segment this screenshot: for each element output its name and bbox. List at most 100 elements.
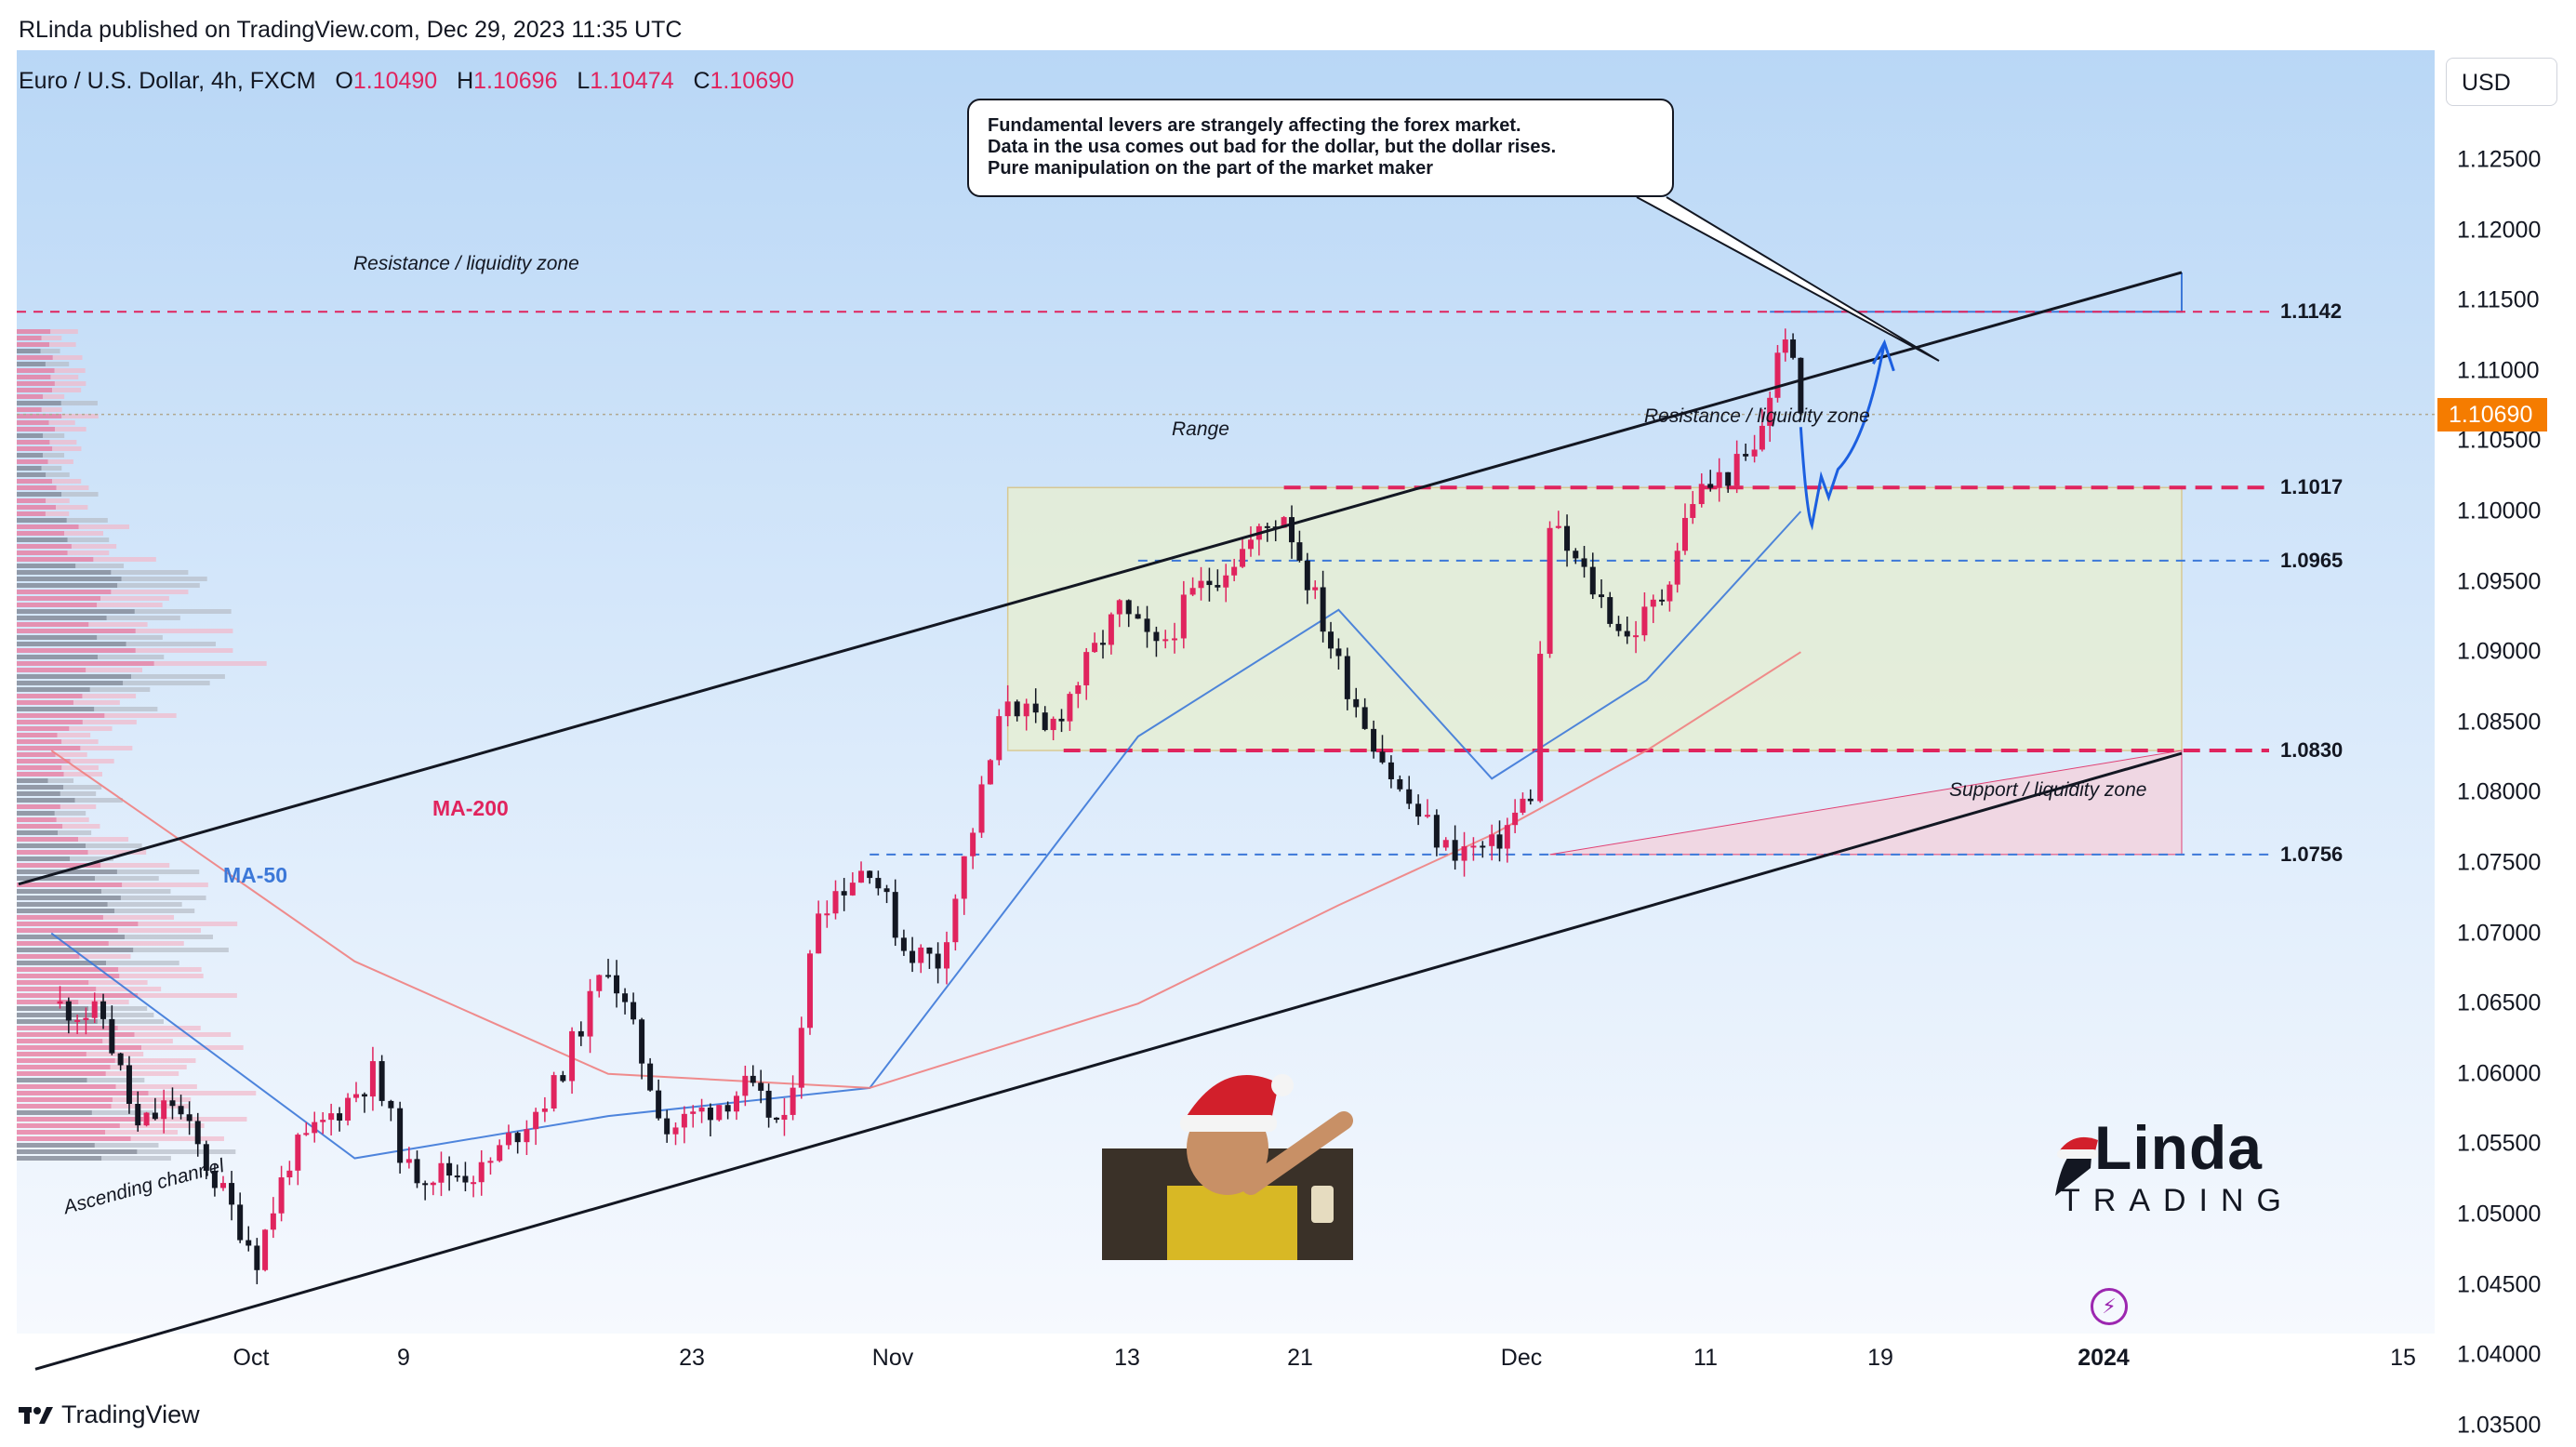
candle-body <box>987 760 993 785</box>
time-axis[interactable]: Oct 9 23 Nov 13 21 Dec 11 19 2024 15 <box>17 1334 2435 1382</box>
close-label: C <box>693 68 710 94</box>
symbol-legend[interactable]: Euro / U.S. Dollar, 4h, FXCM O1.10490 H1… <box>19 68 794 95</box>
volume-profile-bar <box>17 661 154 666</box>
candle-body <box>65 1001 72 1021</box>
candle-body <box>1023 703 1029 717</box>
volume-profile-bar <box>17 459 48 464</box>
volume-profile-bar <box>117 1026 201 1030</box>
candle-body <box>369 1061 376 1097</box>
support-label: Support / liquidity zone <box>1949 779 2147 801</box>
tradingview-logo-icon <box>19 1406 53 1424</box>
candle-body <box>414 1159 420 1184</box>
volume-profile-bar <box>115 1084 197 1089</box>
x-tick-label: 11 <box>1693 1345 1718 1371</box>
volume-profile-bar <box>17 772 64 777</box>
volume-profile-bar <box>104 713 177 718</box>
volume-profile-bar <box>87 850 147 855</box>
y-tick-label: 1.11500 <box>2457 286 2540 313</box>
candle-body <box>1442 840 1449 848</box>
candle-body <box>816 913 822 954</box>
candle-body <box>806 953 813 1029</box>
candle-body <box>622 993 629 1002</box>
candle-body <box>361 1094 367 1097</box>
volume-profile-bar <box>17 1117 144 1122</box>
santa-hat-icon <box>2055 1136 2098 1196</box>
resistance-top-label: Resistance / liquidity zone <box>353 253 579 274</box>
candle-body <box>952 898 959 943</box>
volume-profile-bar <box>116 870 200 874</box>
candle-body <box>74 1019 81 1022</box>
volume-profile-bar <box>17 974 120 978</box>
volume-profile-bar <box>45 362 70 366</box>
high-label: H <box>457 68 474 94</box>
candle-body <box>1743 454 1749 457</box>
x-tick-label: 21 <box>1287 1345 1313 1371</box>
volume-profile-bar <box>108 941 184 946</box>
volume-profile-bar <box>17 935 126 939</box>
candle-body <box>320 1120 326 1122</box>
volume-profile-bar <box>47 778 74 783</box>
currency-button[interactable]: USD <box>2446 58 2557 106</box>
candle-body <box>1264 525 1270 528</box>
volume-profile-bar <box>94 707 158 711</box>
volume-profile-bar <box>17 681 124 685</box>
candle-body <box>1320 587 1326 632</box>
y-tick-label: 1.04500 <box>2457 1271 2542 1298</box>
candle-body <box>1489 834 1495 846</box>
candle-body <box>961 856 967 899</box>
volume-profile-bar <box>17 655 99 659</box>
y-tick-label: 1.06000 <box>2457 1060 2542 1087</box>
volume-profile-bar <box>118 967 202 972</box>
y-tick-label: 1.07000 <box>2457 920 2542 947</box>
volume-profile-bar <box>17 538 68 542</box>
volume-profile-bar <box>17 1156 102 1161</box>
volume-profile-bar <box>17 329 51 334</box>
candle-body <box>1198 580 1204 589</box>
lightning-icon[interactable]: ⚡ <box>2091 1288 2128 1325</box>
note-line-3: Pure manipulation on the part of the mar… <box>988 158 1433 179</box>
candle-body <box>560 1075 566 1082</box>
candle-body <box>533 1111 539 1130</box>
y-tick-label: 1.05000 <box>2457 1201 2542 1228</box>
candle-body <box>1641 606 1648 636</box>
candle-body <box>1424 815 1430 817</box>
volume-profile-bar <box>43 394 65 399</box>
candle-body <box>614 975 620 994</box>
candle-body <box>605 975 612 977</box>
candle-body <box>219 1183 226 1188</box>
volume-profile-bar <box>17 1045 142 1050</box>
candle-body <box>286 1170 293 1178</box>
volume-profile-bar <box>56 817 89 822</box>
candle-body <box>328 1113 335 1121</box>
volume-profile-bar <box>17 804 60 809</box>
volume-profile-bar <box>17 856 71 861</box>
volume-profile-bar <box>17 1013 93 1017</box>
candle-body <box>707 1108 713 1121</box>
candle-body <box>1564 525 1571 551</box>
candle-body <box>551 1075 557 1109</box>
volume-profile-bar <box>52 446 82 451</box>
volume-profile-bar <box>46 498 70 503</box>
candle-body <box>918 947 924 963</box>
footer: TradingView <box>19 1401 200 1429</box>
volume-profile-bar <box>17 928 118 933</box>
candle-body <box>1135 614 1141 619</box>
volume-profile-bar <box>17 987 97 991</box>
volume-profile-bar <box>135 648 233 653</box>
candle-body <box>1470 845 1477 848</box>
volume-profile <box>17 329 267 1161</box>
range-zone <box>1006 486 2183 751</box>
candle-body <box>790 1087 796 1115</box>
volume-profile-bar <box>80 746 133 750</box>
price-axis[interactable] <box>2435 50 2576 1382</box>
level-tag: 1.1017 <box>2280 475 2344 499</box>
volume-profile-bar <box>119 1123 205 1128</box>
volume-profile-bar <box>17 1091 149 1095</box>
candle-body <box>1650 599 1656 607</box>
candle-body <box>1547 527 1553 655</box>
candle-body <box>690 1111 697 1114</box>
volume-profile-bar <box>17 1000 79 1004</box>
y-tick-label: 1.08500 <box>2457 709 2542 736</box>
volume-profile-bar <box>55 427 86 431</box>
volume-profile-bar <box>148 1091 257 1095</box>
